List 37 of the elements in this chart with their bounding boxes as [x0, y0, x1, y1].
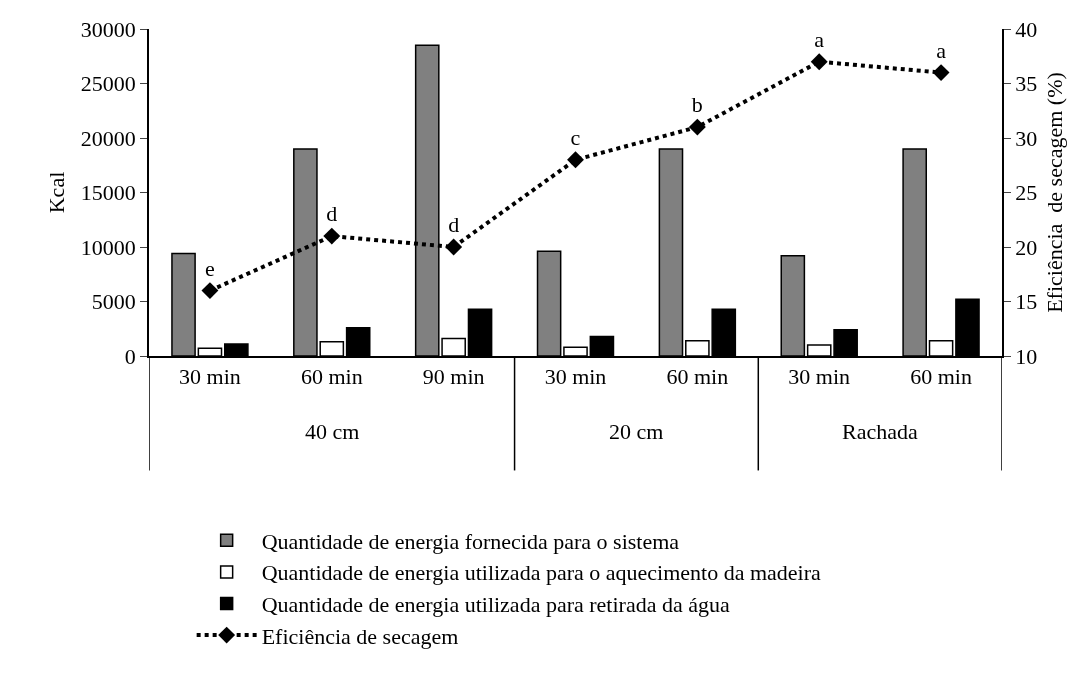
x-tick-label: 60 min [666, 364, 729, 390]
legend-label: Quantidade de energia utilizada para retirada da água [261, 592, 730, 618]
y2-tick-label: 15 [1015, 289, 1038, 315]
data-label: d [326, 201, 338, 227]
y2-axis-title: Eficiência de secagem (%) [1041, 72, 1067, 313]
y2-tick-label: 10 [1015, 343, 1038, 369]
legend-label: Quantidade de energia fornecida para o sistema [261, 528, 680, 554]
y-tick-label: 30000 [80, 16, 136, 42]
data-label: b [691, 92, 703, 118]
data-label: c [570, 125, 581, 151]
y-axis-title: Kcal [44, 171, 70, 214]
data-label: e [205, 255, 215, 281]
y2-tick-label: 35 [1015, 71, 1038, 97]
data-label: d [448, 212, 460, 238]
legend-label: Eficiência de secagem [261, 623, 459, 649]
y-tick-label: 15000 [80, 180, 136, 206]
x-tick-label: 90 min [422, 364, 485, 390]
legend-label: Quantidade de energia utilizada para o aquecimento da madeira [261, 560, 821, 586]
y-tick-label: 5000 [91, 289, 136, 315]
text: 20 cm [609, 419, 664, 444]
y-tick-label: 0 [124, 343, 136, 369]
y2-tick-label: 25 [1015, 180, 1038, 206]
x-tick-label: 60 min [910, 364, 972, 390]
text: 40 cm [305, 419, 360, 444]
y2-tick-label: 40 [1015, 16, 1038, 42]
data-label: a [814, 27, 825, 53]
x-tick-label: 60 min [300, 364, 363, 390]
y-tick-label: 25000 [80, 71, 136, 97]
x-tick-label: 30 min [788, 364, 851, 390]
x-tick-label: 30 min [179, 364, 241, 390]
x-tick-label: 30 min [544, 364, 607, 390]
text: Rachada [842, 419, 918, 444]
y-tick-label: 20000 [80, 125, 136, 151]
data-label: a [936, 37, 947, 63]
y2-tick-label: 30 [1015, 125, 1038, 151]
y-tick-label: 10000 [80, 234, 136, 260]
y2-tick-label: 20 [1015, 234, 1038, 260]
